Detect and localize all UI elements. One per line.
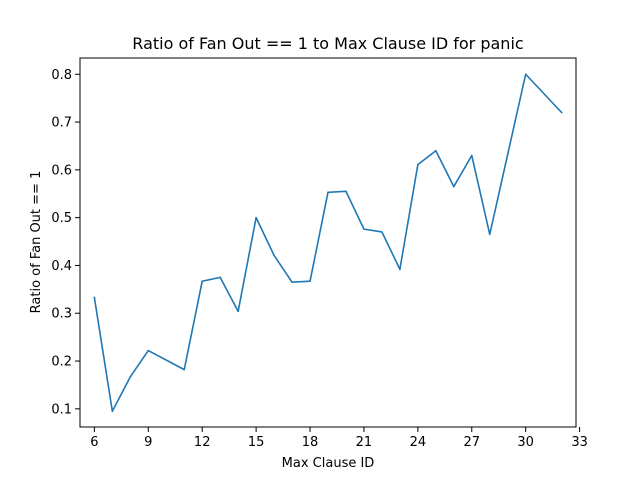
x-tick-label: 30 (517, 435, 534, 450)
data-point (309, 280, 311, 283)
y-tick-label: 0.1 (51, 402, 72, 417)
data-point (93, 296, 96, 299)
x-tick-label: 21 (356, 435, 373, 450)
data-point (273, 254, 275, 257)
y-tick-label: 0.2 (51, 355, 72, 370)
x-axis: 6 9 12 15 18 21 24 27 30 33 (90, 427, 588, 450)
data-point (327, 191, 329, 194)
data-point (129, 376, 132, 378)
data-point (524, 73, 527, 76)
data-point (255, 216, 257, 219)
data-point (560, 111, 563, 114)
y-tick-label: 0.8 (51, 68, 72, 83)
data-point (381, 231, 383, 233)
y-axis-label: Ratio of Fan Out == 1 (29, 171, 44, 314)
x-tick-label: 9 (144, 435, 152, 450)
y-axis: 0.1 0.2 0.3 0.4 0.5 0.6 0.7 0.8 (51, 68, 80, 417)
y-tick-label: 0.6 (51, 163, 72, 178)
data-point (147, 349, 150, 352)
y-tick-label: 0.7 (51, 116, 72, 131)
plot-area (79, 57, 577, 428)
plot-frame (79, 57, 577, 428)
x-tick-label: 24 (410, 435, 427, 450)
chart-title: Ratio of Fan Out == 1 to Max Clause ID f… (132, 34, 523, 53)
data-point (291, 281, 293, 283)
data-point (201, 280, 203, 283)
data-point (488, 233, 491, 236)
y-tick-label: 0.5 (51, 211, 72, 226)
data-point (453, 185, 455, 188)
series-line-0 (93, 73, 563, 413)
x-tick-label: 33 (571, 435, 588, 450)
data-point (345, 190, 347, 193)
x-tick-label: 6 (90, 435, 98, 450)
x-axis-label: Max Clause ID (282, 456, 375, 471)
data-point (111, 410, 114, 413)
y-tick-label: 0.3 (51, 307, 72, 322)
data-point (219, 276, 221, 279)
data-point (399, 268, 401, 271)
x-tick-label: 18 (302, 435, 319, 450)
data-point (183, 368, 186, 371)
data-point (237, 310, 239, 313)
x-tick-label: 12 (194, 435, 211, 450)
data-point (470, 154, 473, 157)
x-tick-label: 15 (248, 435, 265, 450)
x-tick-label: 27 (463, 435, 480, 450)
data-point (435, 149, 437, 152)
data-point (417, 163, 419, 166)
data-point (363, 228, 365, 230)
y-tick-label: 0.4 (51, 259, 72, 274)
